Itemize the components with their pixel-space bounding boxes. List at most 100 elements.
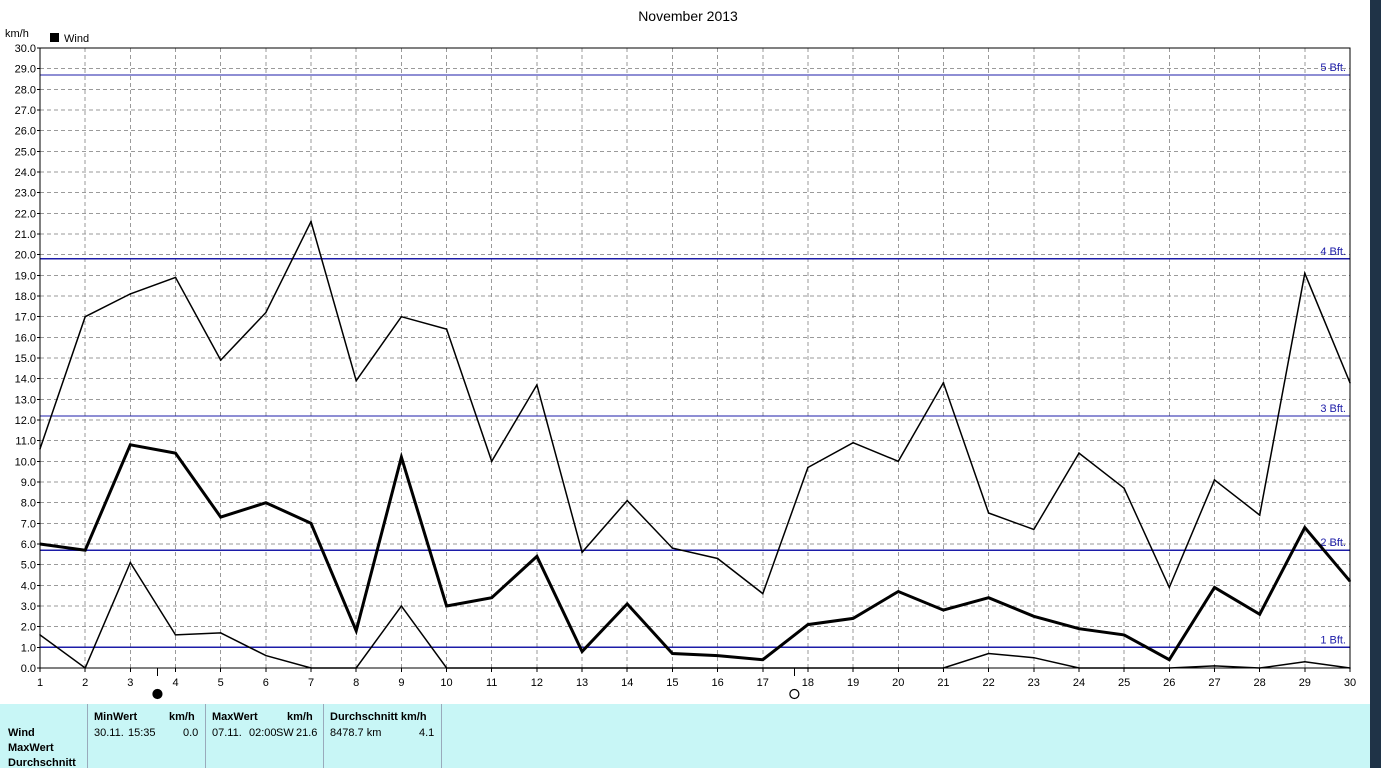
data-point-average — [716, 654, 719, 657]
data-point-max — [129, 293, 132, 295]
column-divider — [87, 704, 88, 768]
avg-value: 4.1 — [419, 727, 435, 739]
axes: 0.01.02.03.04.05.06.07.08.09.010.011.012… — [15, 43, 1357, 689]
data-point-average — [310, 522, 312, 525]
max-time: 02:00 — [249, 727, 277, 739]
x-tick-label: 9 — [398, 677, 404, 689]
y-tick-label: 0.0 — [21, 663, 36, 675]
data-point-max — [897, 460, 900, 463]
data-point-max — [400, 315, 403, 318]
x-tick-label: 23 — [1028, 677, 1040, 689]
statistics-panel: Wind MaxWert Durchschnitt MinWert km/h 3… — [0, 704, 1370, 769]
x-tick-label: 3 — [127, 677, 133, 689]
y-tick-label: 16.0 — [15, 332, 36, 344]
row-label-maxwert: MaxWert — [8, 742, 54, 754]
data-point-average — [1304, 526, 1306, 529]
y-tick-label: 6.0 — [21, 539, 36, 551]
data-point-max — [807, 466, 809, 469]
data-point-max — [1032, 528, 1035, 531]
beaufort-label: 1 Bft. — [1320, 634, 1346, 646]
data-point-average — [265, 501, 267, 504]
data-point-max — [626, 499, 629, 502]
data-point-max — [671, 547, 674, 549]
full-moon-icon — [789, 688, 800, 700]
x-tick-label: 2 — [82, 677, 88, 689]
data-point-max — [1123, 487, 1125, 490]
x-tick-label: 21 — [937, 677, 949, 689]
x-tick-label: 12 — [531, 677, 543, 689]
y-tick-label: 13.0 — [15, 394, 36, 406]
data-point-max — [219, 359, 222, 361]
data-point-min — [265, 654, 267, 657]
legend-swatch — [50, 33, 59, 42]
x-tick-label: 28 — [1254, 677, 1266, 689]
data-point-max — [174, 276, 177, 279]
x-tick-label: 15 — [666, 677, 678, 689]
x-tick-label: 4 — [172, 677, 178, 689]
x-tick-label: 25 — [1118, 677, 1130, 689]
min-time: 15:35 — [128, 727, 156, 739]
data-point-max — [581, 551, 583, 554]
x-tick-label: 8 — [353, 677, 359, 689]
data-point-min — [174, 634, 177, 636]
x-tick-label: 13 — [576, 677, 588, 689]
y-tick-label: 11.0 — [15, 436, 36, 448]
data-point-average — [355, 630, 358, 632]
data-point-average — [445, 605, 448, 607]
y-tick-label: 27.0 — [15, 105, 36, 117]
data-point-average — [897, 590, 900, 593]
x-tick-label: 24 — [1073, 677, 1085, 689]
data-point-min — [400, 605, 403, 607]
data-point-average — [400, 456, 403, 459]
data-point-average — [671, 652, 674, 655]
y-tick-label: 29.0 — [15, 64, 36, 76]
x-tick-label: 27 — [1208, 677, 1220, 689]
data-point-min — [1304, 661, 1306, 663]
max-header: MaxWert — [212, 711, 258, 723]
data-point-max — [490, 460, 493, 463]
x-tick-label: 17 — [757, 677, 769, 689]
window-edge — [1370, 0, 1381, 768]
x-tick-label: 16 — [711, 677, 723, 689]
beaufort-reference-lines: 1 Bft. 2 Bft. 3 Bft. 4 Bft. 5 Bft. — [40, 62, 1350, 648]
data-point-max — [1213, 479, 1216, 481]
data-point-average — [1213, 586, 1216, 589]
y-tick-label: 1.0 — [21, 642, 36, 654]
y-tick-label: 9.0 — [21, 477, 36, 489]
data-point-max — [761, 592, 764, 595]
data-point-average — [1123, 634, 1125, 636]
y-tick-label: 18.0 — [15, 291, 36, 303]
x-tick-label: 19 — [847, 677, 859, 689]
data-point-max — [1258, 514, 1261, 516]
data-point-average — [942, 609, 945, 611]
x-tick-label: 10 — [440, 677, 452, 689]
x-tick-label: 30 — [1344, 677, 1356, 689]
data-point-max — [942, 382, 945, 384]
min-unit: km/h — [169, 711, 195, 723]
data-point-average — [581, 650, 583, 653]
y-tick-label: 12.0 — [15, 415, 36, 427]
data-point-average — [490, 596, 493, 599]
data-point-min — [219, 632, 222, 634]
x-tick-label: 7 — [308, 677, 314, 689]
data-point-max — [852, 441, 854, 444]
data-point-average — [84, 549, 86, 551]
data-point-max — [1304, 272, 1306, 275]
beaufort-label: 4 Bft. — [1320, 246, 1346, 258]
y-tick-label: 20.0 — [15, 250, 36, 262]
y-tick-label: 24.0 — [15, 167, 36, 179]
max-direction: SW — [276, 727, 294, 739]
max-unit: km/h — [287, 711, 313, 723]
data-point-average — [626, 603, 629, 605]
data-point-max — [716, 557, 719, 560]
data-point-min — [1213, 665, 1216, 667]
x-tick-label: 1 — [37, 677, 43, 689]
plot-frame — [39, 47, 1351, 669]
data-point-max — [355, 379, 358, 382]
series-line-max — [39, 219, 1351, 595]
data-point-max — [987, 512, 990, 514]
y-tick-label: 8.0 — [21, 498, 36, 510]
data-point-average — [219, 516, 222, 518]
y-tick-label: 26.0 — [15, 126, 36, 138]
min-value: 0.0 — [183, 727, 199, 739]
